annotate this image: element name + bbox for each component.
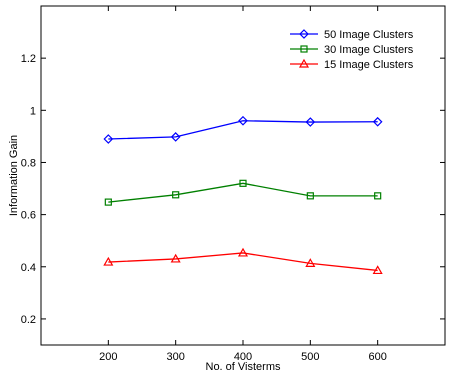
data-point xyxy=(305,117,316,127)
plot-area: 200 300 400 500 600 0.2 0.4 0.6 0.8 1 1.2 xyxy=(21,5,446,363)
legend-label: 30 Image Clusters xyxy=(324,44,414,56)
series-triangle xyxy=(103,247,383,275)
series-line xyxy=(108,252,378,272)
y-tick-label: 0.8 xyxy=(21,157,36,169)
series-line xyxy=(108,120,378,140)
y-axis-label: Information Gain xyxy=(8,135,20,216)
data-point xyxy=(172,191,180,199)
legend-item: 50 Image Clusters xyxy=(290,29,414,41)
data-point xyxy=(305,258,316,267)
x-tick-label: 300 xyxy=(166,351,184,363)
x-axis-label: No. of Visterms xyxy=(206,361,281,373)
data-point xyxy=(170,253,181,263)
y-tick-label: 1.2 xyxy=(21,53,36,65)
data-point xyxy=(237,247,249,257)
legend-marker xyxy=(298,58,310,68)
legend-marker xyxy=(299,29,309,39)
legend-item: 15 Image Clusters xyxy=(290,58,414,71)
y-tick-label: 1 xyxy=(30,105,36,117)
data-point xyxy=(103,256,114,266)
x-tick-label: 400 xyxy=(234,351,252,363)
axes-box xyxy=(40,5,446,346)
legend-label: 50 Image Clusters xyxy=(324,29,414,41)
data-point xyxy=(306,192,314,200)
x-tick-label: 200 xyxy=(99,351,117,363)
data-point xyxy=(372,116,383,127)
legend: 50 Image Clusters 30 Image Clusters 15 Ima… xyxy=(290,29,414,71)
data-point xyxy=(372,265,383,275)
series-line xyxy=(108,182,378,203)
x-tick-label: 500 xyxy=(301,351,319,363)
series-diamond xyxy=(103,115,383,144)
data-point xyxy=(239,179,247,187)
legend-marker xyxy=(300,45,308,53)
data-point xyxy=(374,192,382,200)
y-tick-label: 0.6 xyxy=(21,210,36,222)
x-tick-label: 600 xyxy=(368,351,386,363)
legend-item: 30 Image Clusters xyxy=(290,44,414,56)
y-tick-label: 0.2 xyxy=(21,314,36,326)
legend-label: 15 Image Clusters xyxy=(324,59,414,71)
y-tick-label: 0.4 xyxy=(21,262,36,274)
data-point xyxy=(103,134,114,144)
series-square xyxy=(104,179,382,206)
data-point xyxy=(170,132,181,142)
data-point xyxy=(104,198,112,206)
series-layer xyxy=(103,115,383,275)
axis-ticks: 200 300 400 500 600 0.2 0.4 0.6 0.8 1 1.2 xyxy=(21,6,445,363)
data-point xyxy=(238,115,248,126)
